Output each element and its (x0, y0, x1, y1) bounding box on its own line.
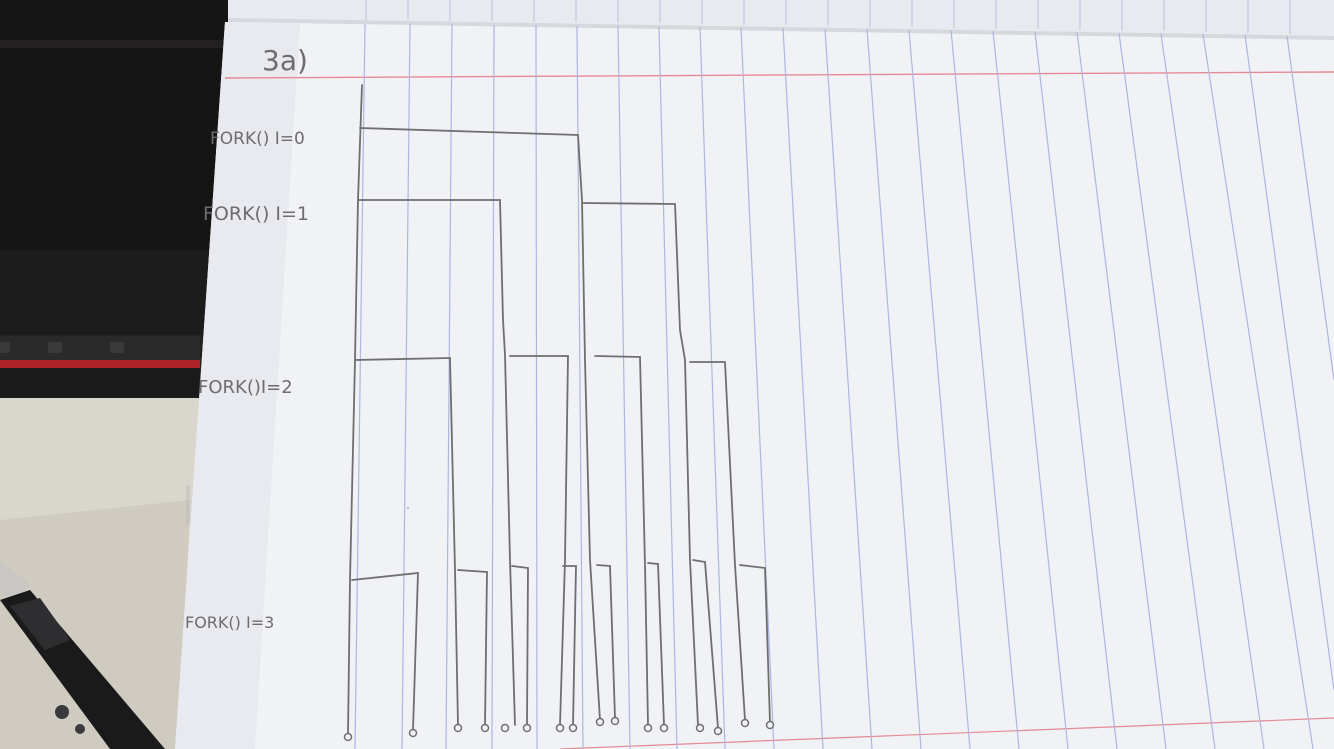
leaf-node (453, 723, 463, 733)
heading-label: 3a) (262, 44, 308, 77)
rule-lines (354, 23, 1334, 749)
fork-branch-i2-d (689, 361, 746, 721)
leaf-node (408, 728, 418, 738)
fork-label-i0: FORK() I=0 (210, 129, 305, 149)
leaf-node (595, 717, 605, 727)
fork-branch-i0 (359, 127, 601, 721)
leaf-node (765, 720, 775, 730)
fork-label-i2: FORK()I=2 (198, 377, 293, 398)
fork-branch-i3-a (351, 571, 419, 731)
leaf-node (695, 723, 705, 733)
fork-branch-i2-b (509, 355, 569, 726)
fork-branch-i2-c (594, 355, 649, 726)
leaf-node (610, 716, 620, 726)
fork-branch-i3-c (511, 565, 529, 726)
fork-label-i1: FORK() I=1 (203, 203, 309, 225)
leaf-node (740, 718, 750, 728)
leaf-node (713, 726, 723, 736)
leaf-node (659, 723, 669, 733)
leaf-node (480, 723, 490, 733)
fork-branch-i1-a (357, 199, 516, 726)
fork-branch-i2-a (354, 357, 459, 726)
page-smudges (186, 485, 410, 525)
leaf-node (500, 723, 510, 733)
fork-branch-i3-b (457, 569, 488, 726)
leaf-node (555, 723, 565, 733)
fork-label-i3: FORK() I=3 (185, 613, 274, 632)
fork-branch-i1-b (582, 202, 699, 726)
fork-branch-i3-f (647, 562, 665, 726)
fork-branch-i3-e (596, 564, 616, 719)
leaf-node (522, 723, 532, 733)
fork-tree-diagram (347, 84, 771, 736)
fork-branch-i3-h (739, 564, 771, 723)
back-page-rules (365, 0, 1291, 34)
leaf-node (568, 723, 578, 733)
leaf-node (643, 723, 653, 733)
pen-object (0, 560, 165, 749)
leaf-nodes (343, 716, 775, 742)
fork-branch-i3-d (562, 565, 577, 726)
notebook-page (175, 0, 1334, 749)
fork-branch-i3-g (692, 559, 719, 729)
handwritten-labels: 3a) FORK() I=0 FORK() I=1 FORK()I=2 FORK… (185, 44, 309, 632)
leaf-node (343, 732, 353, 742)
